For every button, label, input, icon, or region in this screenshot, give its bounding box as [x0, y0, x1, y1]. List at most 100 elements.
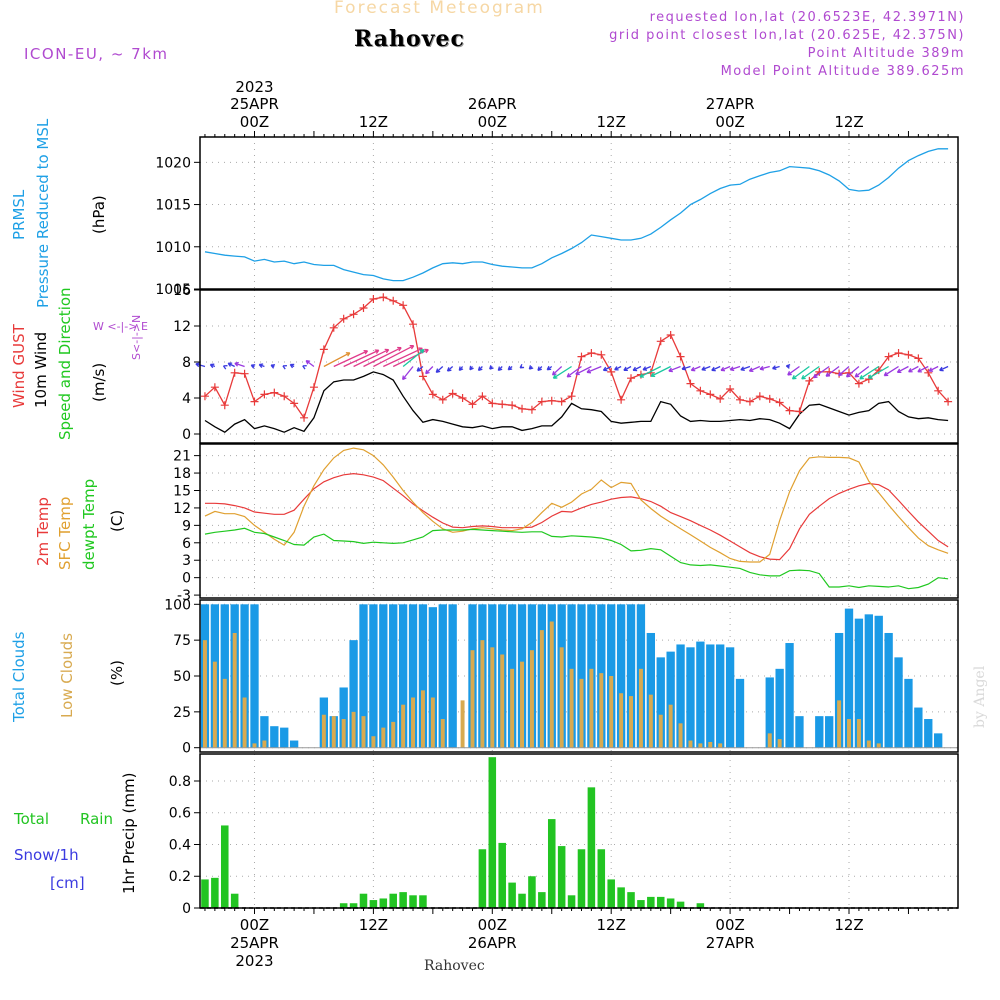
top-time-label: 25APR — [230, 95, 279, 113]
gust-marker — [854, 379, 863, 388]
wind-arrow — [458, 366, 464, 372]
gust-marker — [260, 390, 269, 399]
y-tick-label: 0.4 — [169, 837, 191, 853]
low-clouds-label: Low Clouds — [58, 633, 76, 718]
total-cloud-bar — [864, 614, 873, 748]
wind-arrow — [711, 365, 721, 372]
top-time-label: 26APR — [468, 95, 517, 113]
total-cloud-bar — [934, 733, 943, 748]
low-cloud-bar — [529, 650, 534, 748]
gust-marker — [200, 392, 209, 401]
rain-bar — [379, 898, 388, 908]
gust-marker — [587, 349, 596, 357]
y-tick-label: 3 — [182, 553, 191, 569]
rain-bar — [478, 849, 487, 908]
wind-arrow — [623, 365, 632, 372]
rain-bar — [230, 893, 239, 908]
gust-marker — [775, 398, 784, 407]
rain-bar — [607, 879, 615, 908]
dewpt-label: dewpt Temp — [80, 479, 98, 570]
wind-arrow — [363, 346, 402, 368]
total-cloud-bar — [448, 604, 457, 748]
wind-arrow — [566, 365, 582, 378]
top-time-label: 00Z — [240, 113, 269, 131]
total-cloud-bar — [775, 668, 784, 748]
low-cloud-bar — [430, 697, 435, 748]
gust-marker — [537, 397, 546, 406]
rain-bar — [498, 842, 506, 908]
wind-arrow — [785, 364, 791, 369]
wind-arrow — [552, 365, 572, 379]
rain-bar — [547, 819, 556, 908]
low-cloud-bar — [520, 661, 525, 748]
total-cloud-bar — [765, 677, 774, 748]
wind-arrow — [333, 349, 369, 368]
wind-arrow — [234, 361, 245, 368]
low-cloud-bar — [619, 693, 624, 748]
precip-ylabel: 1hr Precip (mm) — [120, 773, 138, 894]
top-time-label: 12Z — [359, 113, 388, 131]
panel-frame — [199, 136, 959, 290]
wind-arrow — [883, 365, 899, 377]
gust-marker — [389, 296, 398, 305]
low-cloud-bar — [847, 719, 851, 748]
low-cloud-bar — [470, 650, 475, 748]
bottom-time-label: 00Z — [715, 916, 744, 934]
gust-marker — [409, 320, 418, 329]
wind-arrow — [801, 365, 820, 380]
gust-marker — [557, 397, 566, 406]
prmsl-long-label: Pressure Reduced to MSL — [34, 118, 52, 308]
gust-marker — [319, 345, 328, 354]
gust-marker — [716, 394, 725, 403]
wind-arrow — [222, 365, 228, 370]
y-tick-label: 6 — [182, 536, 191, 552]
y-tick-label: -3 — [177, 588, 191, 604]
low-cloud-bar — [351, 711, 356, 748]
total-cloud-bar — [894, 657, 903, 748]
gust-marker — [567, 392, 576, 401]
total-cloud-bar — [428, 607, 438, 748]
snow-unit: [cm] — [50, 874, 85, 892]
low-cloud-bar — [559, 647, 564, 748]
total-cloud-bar — [924, 719, 933, 748]
wind10-line — [204, 371, 949, 433]
low-cloud-bar — [767, 733, 772, 748]
rain-bar — [528, 876, 536, 908]
gust-marker — [220, 401, 229, 410]
rain-bar — [201, 879, 209, 908]
gust-marker — [894, 349, 903, 357]
wind-dir-label: Speed and Direction — [56, 287, 74, 440]
total-cloud-bar — [686, 647, 695, 748]
total-cloud-bar — [438, 604, 447, 748]
rain-bar — [359, 893, 368, 908]
wind-arrow — [402, 348, 425, 368]
total-cloud-bar — [250, 604, 259, 748]
wind-arrow — [859, 365, 880, 380]
gust-marker — [944, 397, 953, 406]
wind-arrow — [772, 365, 780, 371]
low-cloud-bar — [579, 678, 584, 748]
total-clouds-label: Total Clouds — [10, 631, 28, 723]
wind-arrow — [250, 364, 256, 369]
gust-marker — [627, 374, 636, 383]
low-cloud-bar — [262, 740, 267, 748]
t2m-line — [205, 472, 949, 561]
rain-bar — [637, 900, 645, 908]
gust-marker — [210, 383, 219, 392]
rain-bar — [617, 887, 625, 908]
gust-marker — [359, 304, 368, 312]
total-cloud-bar — [696, 641, 705, 748]
y-tick-label: 1005 — [155, 282, 191, 298]
low-cloud-bar — [698, 743, 703, 748]
footer-station: Rahovec — [424, 958, 485, 974]
low-cloud-bar — [420, 690, 425, 748]
y-tick-label: 0.6 — [169, 806, 191, 822]
y-tick-label: 0.2 — [169, 869, 191, 885]
total-cloud-bar — [874, 615, 883, 748]
bottom-time-label: 00Z — [240, 916, 269, 934]
total-cloud-bar — [795, 716, 804, 748]
total-cloud-bar — [577, 604, 586, 748]
wind-arrow — [928, 365, 939, 372]
gust-marker — [547, 396, 556, 405]
dewpt-line — [204, 527, 949, 590]
